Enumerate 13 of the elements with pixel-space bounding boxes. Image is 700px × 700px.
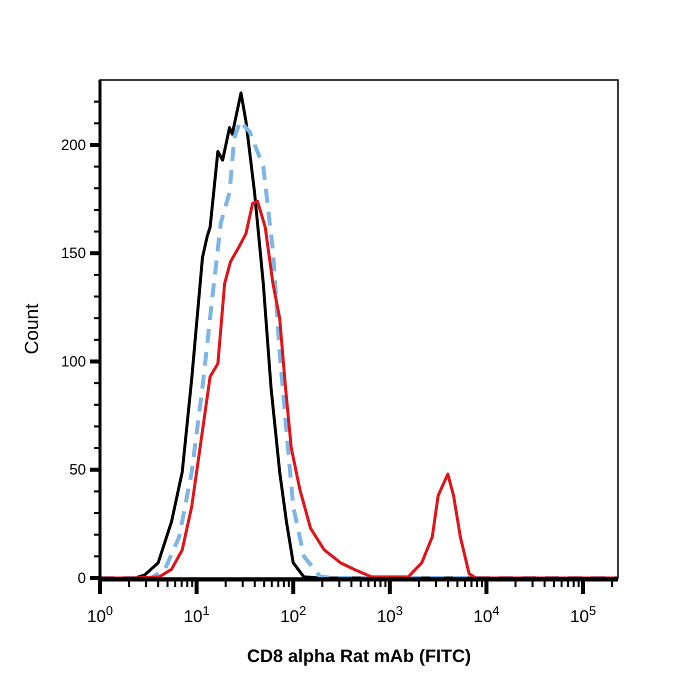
x-tick-label: 10$^{2}$: [280, 602, 306, 626]
y-tick-label: 50: [69, 462, 86, 479]
x-axis-title: CD8 alpha Rat mAb (FITC): [246, 646, 472, 666]
y-axis-title: Count: [22, 302, 43, 354]
x-tick-label: 10$^{5}$: [570, 602, 596, 626]
y-tick-label: 150: [60, 245, 86, 262]
y-tick-label: 200: [60, 136, 86, 154]
x-tick-label: 10$^{3}$: [376, 602, 403, 626]
x-tick-label: 10$^{0}$: [86, 602, 114, 626]
y-tick-label: 0: [78, 570, 86, 587]
y-tick-label: 100: [60, 353, 86, 370]
x-tick-label: 10$^{4}$: [473, 602, 500, 626]
x-tick-label: 10$^{1}$: [184, 602, 210, 626]
